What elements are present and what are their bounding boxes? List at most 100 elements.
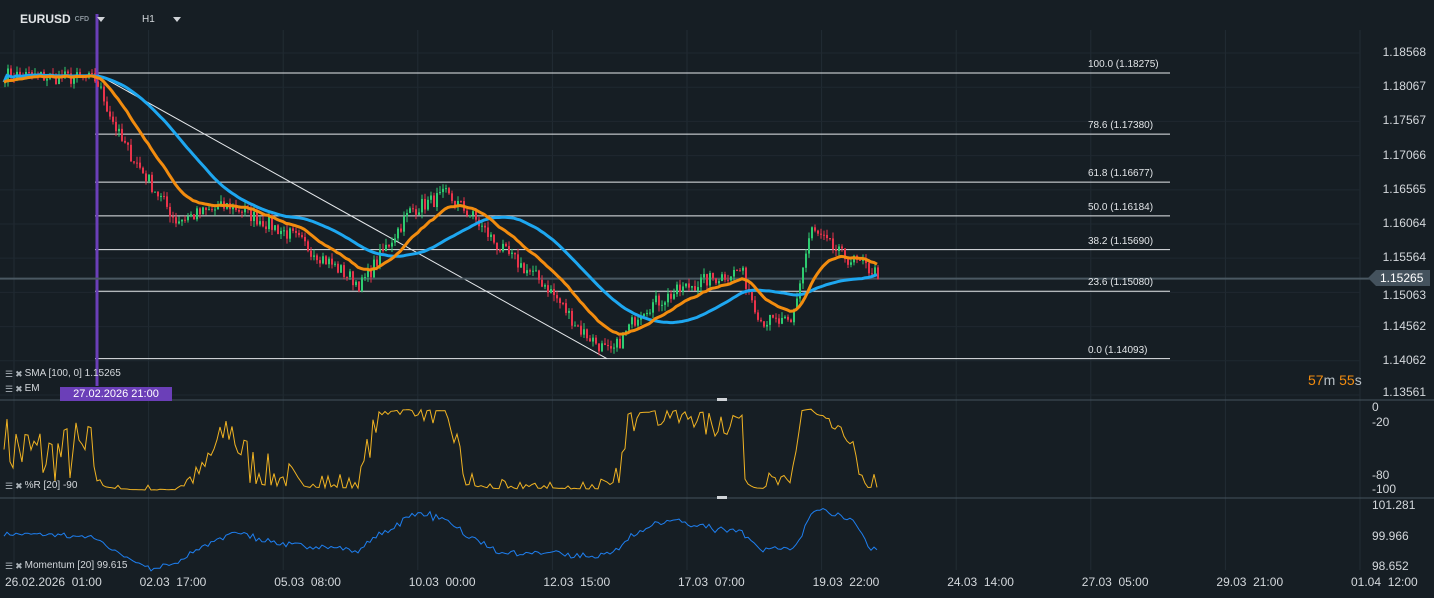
time-axis-label: 10.03 00:00 — [408, 575, 476, 589]
candle-body — [292, 228, 294, 231]
panel-resize-handle[interactable] — [717, 496, 727, 499]
time-axis-label: 26.02.2026 01:00 — [5, 575, 102, 589]
candle-body — [190, 214, 192, 217]
candle-body — [745, 267, 747, 289]
price-axis-label: 1.17567 — [1382, 113, 1426, 128]
candle-body — [172, 216, 174, 218]
candle-body — [166, 196, 168, 207]
candle-body — [451, 193, 453, 201]
timeframe-selector[interactable]: H1 — [142, 14, 181, 25]
price-axis-label: 1.13561 — [1382, 385, 1426, 399]
candle-body — [634, 317, 636, 326]
fib-level-label: 78.6 (1.17380) — [1088, 120, 1154, 132]
settings-icon[interactable]: ☰ — [5, 561, 14, 571]
candle-body — [127, 142, 129, 145]
candle-body — [550, 289, 552, 293]
candle-body — [319, 260, 321, 264]
candle-body — [475, 211, 477, 220]
momentum-label: Momentum [20] 99.615 — [24, 560, 128, 571]
time-axis-label: 01.04 12:00 — [1351, 575, 1418, 589]
wr-legend[interactable]: ☰ ✖ %R [20] -90 — [5, 480, 77, 492]
candle-body — [379, 249, 381, 266]
candle-body — [811, 227, 813, 239]
candle-body — [448, 188, 450, 194]
candle-body — [244, 207, 246, 213]
candle-body — [754, 300, 756, 313]
ema-legend[interactable]: ☰ ✖ EM — [5, 383, 40, 395]
sma-line[interactable] — [2, 73, 878, 325]
candle-body — [724, 274, 726, 280]
wr-axis-label: -80 — [1372, 468, 1390, 482]
candle-body — [160, 195, 162, 197]
wr-axis-label: 0 — [1372, 400, 1379, 414]
candle-body — [349, 271, 351, 278]
candle-body — [718, 281, 720, 284]
candle-body — [556, 295, 558, 299]
candle-body — [445, 188, 447, 190]
candle-body — [796, 298, 798, 310]
ema-line[interactable] — [3, 74, 878, 336]
candle-body — [595, 337, 597, 344]
candle-body — [46, 78, 48, 81]
symbol-selector[interactable]: EURUSD CFD — [20, 12, 106, 26]
panel-resize-handle[interactable] — [717, 398, 727, 401]
crosshair-date-label: 27.02.2026 21:00 — [60, 387, 172, 401]
candle-body — [208, 209, 210, 211]
candle-body — [865, 259, 867, 264]
candle-body — [721, 274, 723, 282]
candle-body — [571, 310, 573, 326]
close-icon[interactable]: ✖ — [15, 369, 23, 379]
settings-icon[interactable]: ☰ — [5, 481, 14, 491]
candle-body — [376, 259, 378, 266]
candle-body — [418, 212, 420, 215]
candle-body — [460, 201, 462, 203]
candle-body — [91, 72, 93, 74]
fib-level-label: 50.0 (1.16184) — [1088, 201, 1154, 213]
candle-body — [562, 303, 564, 305]
candle-body — [289, 228, 291, 239]
price-axis-label: 1.18067 — [1382, 79, 1426, 94]
candle-body — [520, 263, 522, 268]
candle-body — [196, 208, 198, 220]
candle-body — [40, 71, 42, 75]
candle-body — [490, 234, 492, 237]
candle-body — [391, 242, 393, 247]
settings-icon[interactable]: ☰ — [5, 369, 14, 379]
candle-body — [835, 249, 837, 252]
candle-body — [568, 310, 570, 313]
time-axis-label: 27.03 05:00 — [1081, 575, 1149, 589]
candle-body — [559, 298, 561, 304]
candle-body — [433, 195, 435, 208]
candle-body — [577, 325, 579, 327]
candle-body — [148, 174, 150, 182]
close-icon[interactable]: ✖ — [15, 561, 23, 571]
momentum-line — [3, 508, 878, 572]
candle-body — [268, 216, 270, 230]
candle-body — [844, 248, 846, 260]
candle-body — [70, 73, 72, 84]
candle-body — [838, 246, 840, 252]
fib-level-label: 61.8 (1.16677) — [1088, 168, 1154, 180]
sma-legend[interactable]: ☰ ✖ SMA [100, 0] 1.15265 — [5, 368, 121, 380]
candle-body — [241, 211, 243, 213]
candle-body — [508, 246, 510, 254]
candle-body — [637, 319, 639, 326]
candle-body — [649, 312, 651, 314]
close-icon[interactable]: ✖ — [15, 481, 23, 491]
candle-body — [100, 86, 102, 88]
candle-body — [766, 324, 768, 327]
wr-axis-label: -20 — [1372, 415, 1390, 429]
current-price-tag: 1.15265 — [1368, 270, 1430, 286]
candle-body — [457, 201, 459, 206]
candle-body — [367, 268, 369, 278]
settings-icon[interactable]: ☰ — [5, 384, 14, 394]
fib-trend-line[interactable] — [94, 72, 608, 360]
candle-body — [310, 250, 312, 257]
candle-body — [355, 281, 357, 286]
momentum-legend[interactable]: ☰ ✖ Momentum [20] 99.615 — [5, 560, 127, 572]
candle-body — [487, 227, 489, 237]
candle-body — [430, 195, 432, 200]
candle-body — [730, 276, 732, 281]
close-icon[interactable]: ✖ — [15, 384, 23, 394]
